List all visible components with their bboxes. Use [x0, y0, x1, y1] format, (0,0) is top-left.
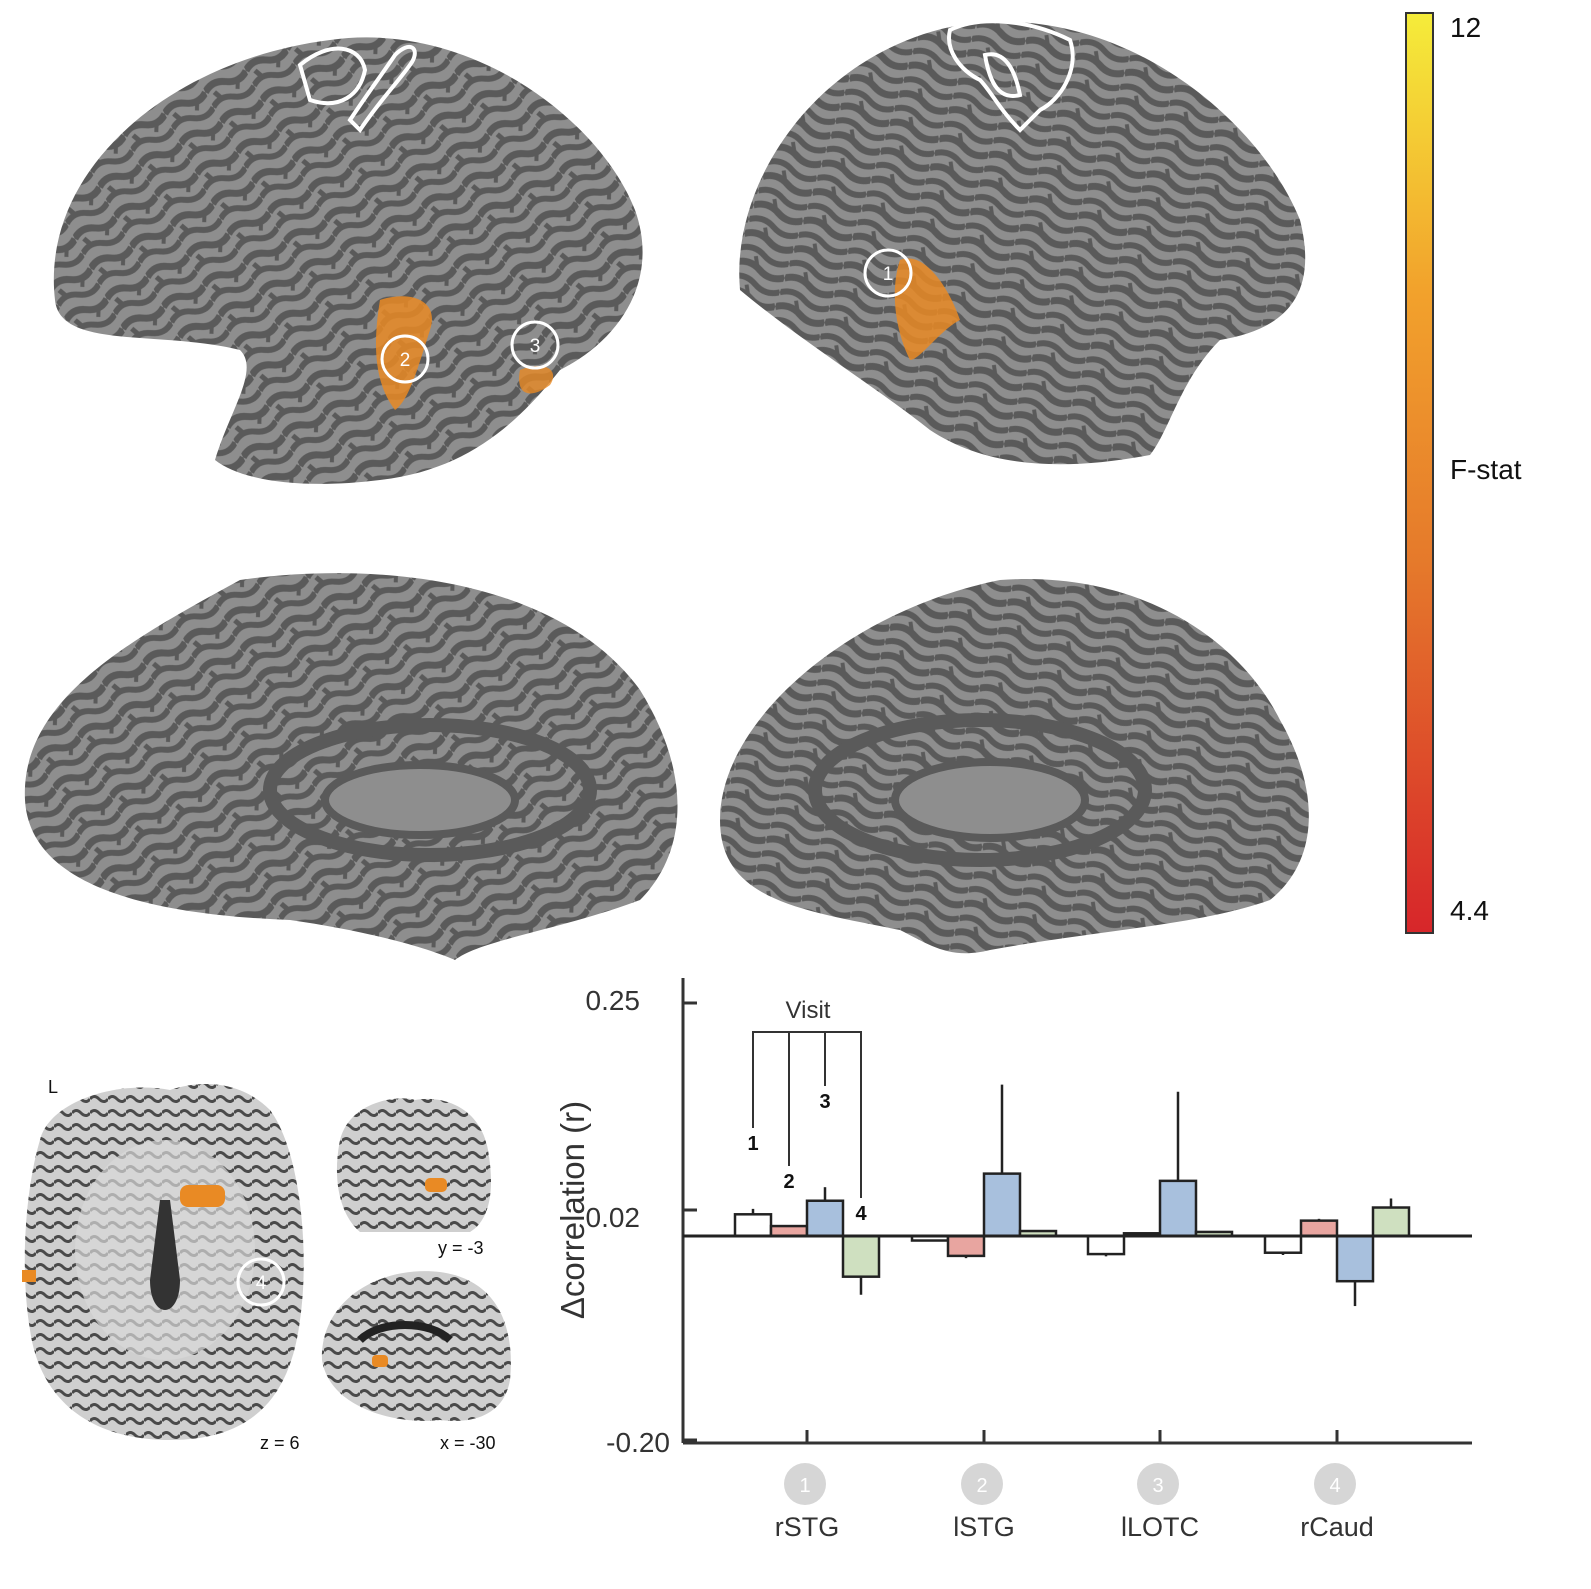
visit-legend: Visit [752, 997, 862, 1033]
bar-rSTG-visit-1 [733, 1213, 773, 1238]
bar-lLOTC-visit-3 [1158, 1179, 1198, 1238]
visit-number-4: 4 [855, 1203, 867, 1225]
visit-number-2: 2 [783, 1171, 794, 1193]
bar-rCaud-visit-4 [1371, 1206, 1411, 1238]
roi-marker-4-label: 4 [256, 1273, 267, 1294]
bar-rSTG-visit-4 [841, 1234, 881, 1278]
left-medial-hemisphere [24, 573, 678, 960]
roi-badge-rCaud [1314, 1463, 1356, 1505]
left-lateral-hemisphere [53, 37, 643, 484]
roi-badge-rSTG [784, 1463, 826, 1505]
bar-lLOTC-visit-1 [1086, 1234, 1126, 1256]
y-tick-label-bottom: -0.20 [606, 1427, 670, 1458]
axial-slice-label: z = 6 [260, 1433, 300, 1453]
sagittal-slice-label: x = -30 [440, 1433, 496, 1453]
roi-badge-label-rCaud: 4 [1329, 1475, 1340, 1497]
roi-badge-lSTG [961, 1463, 1003, 1505]
right-medial-hemisphere [720, 579, 1309, 954]
bar-lSTG-visit-3 [982, 1172, 1022, 1238]
roi-marker-4 [236, 1257, 286, 1307]
roi-marker-3: 3 [510, 320, 560, 370]
roi-badge-lLOTC [1137, 1463, 1179, 1505]
bar-rSTG-visit-3 [805, 1199, 845, 1238]
visit-number-1: 1 [747, 1133, 758, 1155]
y-tick-label-top: 0.25 [586, 985, 641, 1016]
sagittal-slice [321, 1271, 511, 1421]
right-lateral-hemisphere [739, 19, 1306, 465]
colorbar-title: F-stat [1450, 454, 1522, 485]
colorbar-min-label: 4.4 [1450, 895, 1489, 926]
bar-rCaud-visit-1 [1263, 1234, 1303, 1254]
x-category-label-rCaud: rCaud [1300, 1512, 1374, 1542]
x-category-label-lLOTC: lLOTC [1121, 1512, 1199, 1542]
x-category-label-lSTG: lSTG [953, 1512, 1015, 1542]
coronal-slice [336, 1098, 491, 1232]
bar-lSTG-visit-2 [946, 1234, 986, 1258]
x-category-label-rSTG: rSTG [775, 1512, 840, 1542]
colorbar-max-label: 12 [1450, 12, 1482, 43]
bar-rCaud-visit-2 [1299, 1219, 1339, 1238]
roi-marker-2-label: 2 [400, 350, 411, 371]
axial-slice: 4 [22, 1084, 304, 1440]
roi-badge-label-lSTG: 2 [976, 1475, 987, 1497]
y-tick-label-mid: 0.02 [586, 1202, 641, 1233]
roi-marker-3-label: 3 [530, 336, 541, 357]
y-axis-title: Δcorrelation (r) [554, 1101, 591, 1319]
roi-marker-1-label: 1 [883, 264, 894, 285]
roi-badge-label-rSTG: 1 [799, 1475, 810, 1497]
visit-number-3: 3 [819, 1091, 830, 1113]
roi-marker-2: 2 [380, 334, 430, 384]
visit-legend-title: Visit [786, 997, 831, 1024]
bar-rCaud-visit-3 [1335, 1234, 1375, 1283]
colorbar [1405, 12, 1434, 934]
coronal-slice-label: y = -3 [438, 1238, 484, 1258]
orientation-label: L [48, 1077, 59, 1097]
roi-marker-1: 1 [863, 248, 913, 298]
roi-badge-label-lLOTC: 3 [1152, 1475, 1163, 1497]
